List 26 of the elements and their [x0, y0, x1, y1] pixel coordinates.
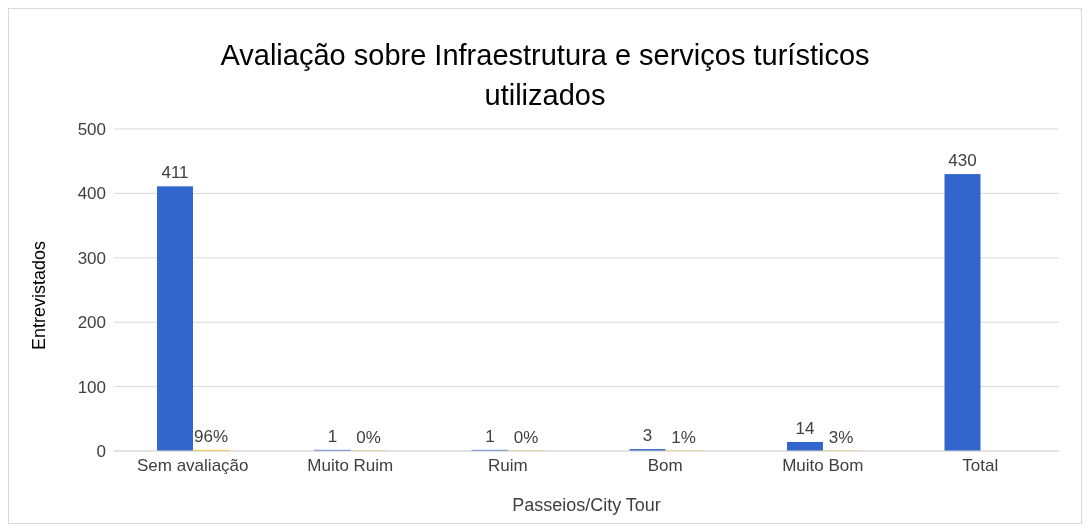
data-label: 96%	[193, 427, 229, 447]
data-label: 3	[642, 426, 653, 446]
y-tick-label: 400	[77, 184, 106, 204]
y-tick-label: 0	[96, 442, 106, 462]
x-tick-label: Sem avaliação	[136, 456, 249, 476]
data-label: 1%	[671, 427, 696, 447]
data-label: 411	[161, 163, 189, 183]
y-tick-label: 500	[77, 120, 106, 140]
data-label: 14	[795, 418, 815, 438]
data-label: 430	[948, 151, 977, 171]
y-tick-label: 200	[77, 313, 106, 333]
y-tick-label: 300	[77, 248, 106, 268]
x-axis-title: Passeios/City Tour	[512, 495, 661, 515]
x-tick-label: Ruim	[487, 456, 528, 476]
x-tick-label: Muito Ruim	[307, 456, 394, 476]
data-label: 1	[327, 427, 338, 447]
x-tick-label: Total	[962, 456, 999, 476]
x-tick-label: Bom	[647, 456, 683, 476]
chart-title: Avaliação sobre Infraestrutura e serviços turísticos utilizados	[219, 38, 871, 113]
x-tick-label: Muito Bom	[782, 456, 864, 476]
data-label: 3%	[828, 427, 854, 447]
data-label: 0%	[356, 428, 381, 447]
y-tick-label: 100	[77, 377, 106, 397]
data-label: 0%	[513, 428, 539, 447]
y-axis-title: Entrevistados	[29, 240, 50, 350]
data-label: 1	[485, 427, 495, 447]
